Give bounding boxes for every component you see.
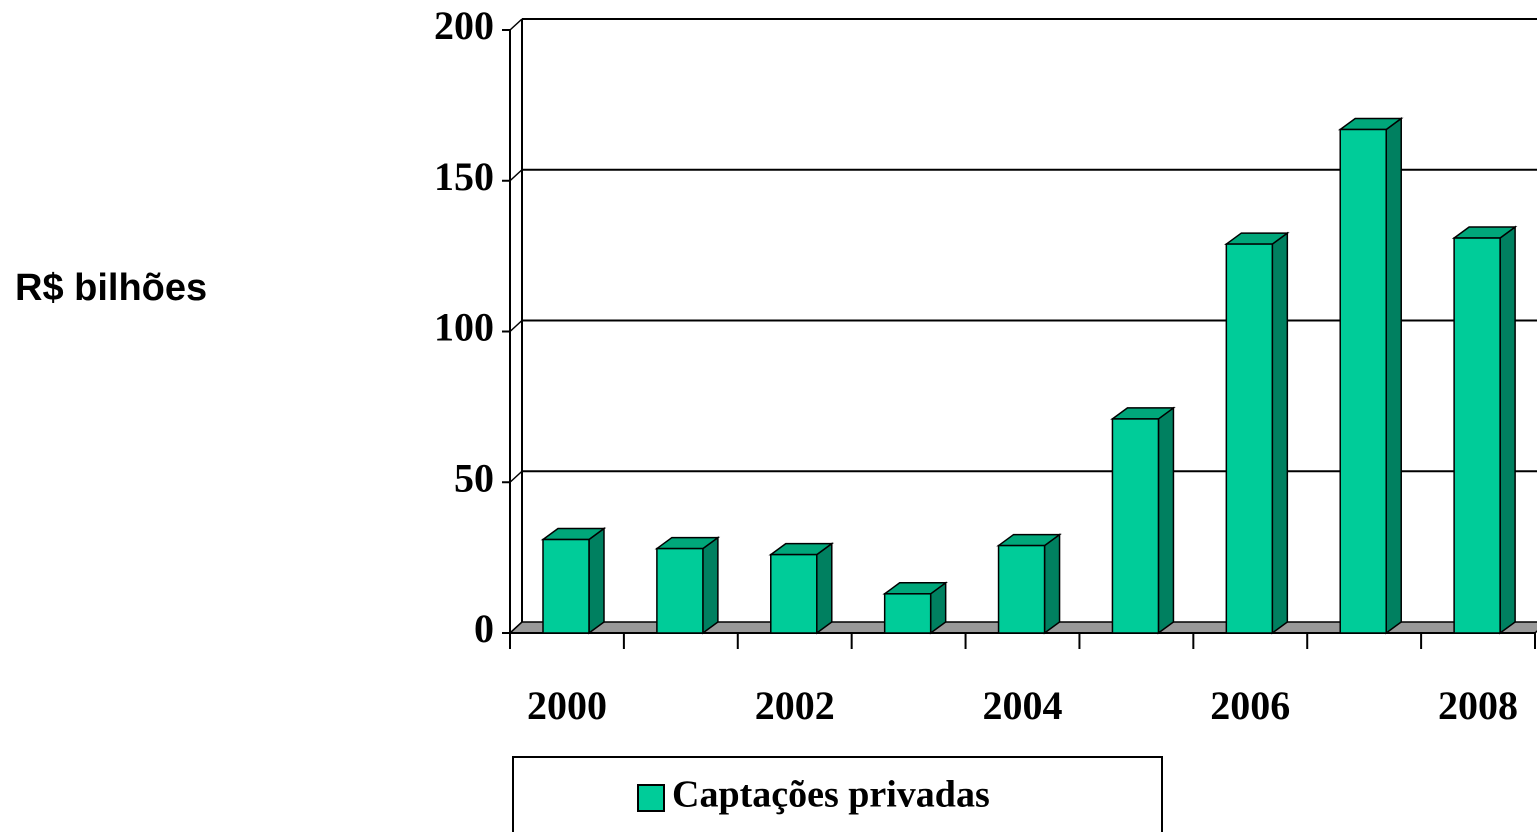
bar (1453, 237, 1501, 634)
bar (542, 538, 590, 634)
bar (656, 547, 704, 634)
bar-side (816, 542, 833, 635)
legend-label: Captações privadas (672, 774, 990, 816)
depth-line (509, 169, 523, 182)
bar-side (1499, 225, 1516, 635)
x-tick-label: 2000 (527, 683, 607, 728)
bar-side (1385, 117, 1402, 635)
bar (997, 544, 1046, 634)
bar (1225, 243, 1274, 634)
bar-side (702, 536, 719, 635)
bar-side (1157, 406, 1175, 635)
bar (883, 593, 932, 634)
bar (1339, 128, 1387, 634)
depth-line (509, 621, 523, 634)
y-tick-label: 50 (454, 455, 494, 500)
y-tick-label: 150 (434, 154, 494, 199)
y-tick-label: 0 (474, 606, 494, 651)
legend-swatch (637, 784, 665, 812)
x-tick-label: 2008 (1438, 683, 1518, 728)
y-tick-label: 200 (434, 3, 494, 48)
y-axis-label: R$ bilhões (15, 267, 207, 309)
bar-side (1271, 231, 1289, 635)
legend-box (512, 756, 1163, 832)
bar (770, 553, 818, 634)
depth-line (509, 18, 523, 31)
depth-line (509, 470, 523, 483)
x-tick-label: 2002 (755, 683, 835, 728)
x-tick-label: 2004 (983, 683, 1063, 728)
y-tick-label: 100 (434, 305, 494, 350)
bar-side (588, 527, 605, 635)
depth-line (509, 319, 523, 333)
bar-side (1043, 533, 1061, 635)
bar (1111, 418, 1160, 634)
x-tick-label: 2006 (1210, 683, 1290, 728)
